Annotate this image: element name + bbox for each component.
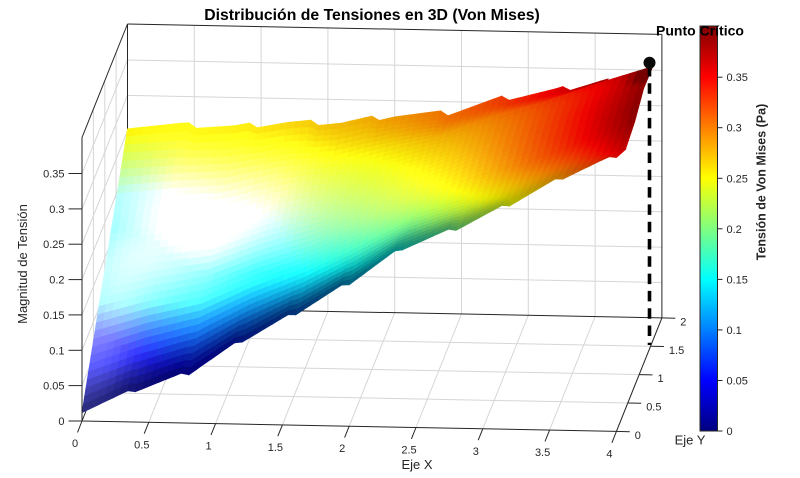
svg-text:0.5: 0.5 xyxy=(646,402,661,414)
svg-text:0.3: 0.3 xyxy=(49,204,64,216)
svg-text:2: 2 xyxy=(339,443,345,455)
svg-text:0.05: 0.05 xyxy=(43,381,64,393)
svg-text:2.5: 2.5 xyxy=(401,445,416,457)
svg-text:3: 3 xyxy=(473,446,479,458)
svg-text:0.15: 0.15 xyxy=(43,310,64,322)
svg-text:1: 1 xyxy=(206,441,212,453)
svg-text:3.5: 3.5 xyxy=(535,447,550,459)
svg-text:Eje Y: Eje Y xyxy=(675,433,706,448)
svg-text:Punto Crítico: Punto Crítico xyxy=(656,23,744,39)
svg-text:1: 1 xyxy=(658,373,664,385)
svg-text:0: 0 xyxy=(635,430,641,442)
svg-text:Magnitud de Tensión: Magnitud de Tensión xyxy=(15,204,30,324)
svg-text:0.3: 0.3 xyxy=(727,123,742,135)
svg-text:0.1: 0.1 xyxy=(49,345,64,357)
svg-text:0.25: 0.25 xyxy=(43,239,64,251)
svg-text:2: 2 xyxy=(680,317,686,329)
svg-text:0.1: 0.1 xyxy=(727,325,742,337)
svg-text:Eje X: Eje X xyxy=(401,457,432,472)
svg-text:0.35: 0.35 xyxy=(727,72,748,84)
svg-text:0.2: 0.2 xyxy=(727,224,742,236)
svg-text:Tensión de Von Mises (Pa): Tensión de Von Mises (Pa) xyxy=(755,104,769,261)
svg-text:0.15: 0.15 xyxy=(727,274,748,286)
svg-text:Distribución de Tensiones en 3: Distribución de Tensiones en 3D (Von Mis… xyxy=(204,7,540,24)
svg-text:0.5: 0.5 xyxy=(134,439,149,451)
svg-text:0.2: 0.2 xyxy=(49,275,64,287)
svg-text:0: 0 xyxy=(727,426,733,438)
svg-text:1.5: 1.5 xyxy=(268,442,283,454)
svg-text:1.5: 1.5 xyxy=(669,345,684,357)
svg-text:0.05: 0.05 xyxy=(727,376,748,388)
svg-text:0: 0 xyxy=(58,416,64,428)
svg-text:0.35: 0.35 xyxy=(43,169,64,181)
svg-text:0.25: 0.25 xyxy=(727,173,748,185)
svg-text:4: 4 xyxy=(606,448,612,460)
svg-text:0: 0 xyxy=(72,438,78,450)
